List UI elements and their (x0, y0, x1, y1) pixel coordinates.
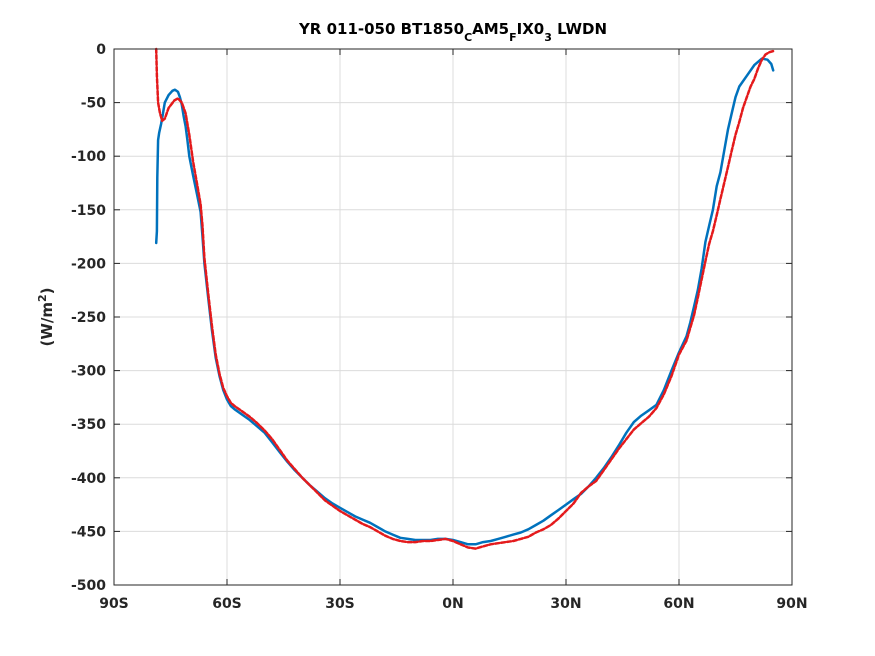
y-tick-label: -150 (71, 203, 106, 219)
y-tick-label: -400 (71, 471, 106, 487)
x-tick-label: 0N (442, 596, 463, 612)
title-part: IX0 (517, 20, 545, 38)
y-tick-label: -300 (71, 364, 106, 380)
title-part: 3 (544, 31, 552, 44)
x-tick-label: 30N (550, 596, 581, 612)
y-tick-label: -250 (71, 310, 106, 326)
tick-label-layer: 90S 60S 30S 0N 30N 60N 90N 0 -50 -100 -150 -200 -250… (71, 42, 808, 612)
y-tick-label: -350 (71, 417, 106, 433)
y-axis-label: (W/m2) (36, 287, 57, 346)
y-tick-label: -50 (81, 96, 107, 112)
title-part: YR 011-050 BT1850 (298, 20, 464, 38)
y-tick-label: -200 (71, 256, 106, 272)
y-axis-label-part: ) (38, 287, 56, 294)
x-tick-label: 60S (212, 596, 242, 612)
title-part: AM5 (472, 20, 509, 38)
series-layer (154, 47, 775, 550)
y-axis-label-part: 2 (36, 294, 49, 302)
series-line-1 (154, 47, 775, 550)
grid-layer (114, 49, 792, 585)
title-part: F (509, 31, 517, 44)
y-tick-label: -100 (71, 149, 106, 165)
x-tick-label: 60N (663, 596, 694, 612)
tick-layer (113, 48, 793, 586)
y-tick-label: -450 (71, 524, 106, 540)
x-tick-label: 90S (99, 596, 129, 612)
x-tick-label: 90N (776, 596, 807, 612)
chart-title: YR 011-050 BT1850CAM5FIX03 LWDN (298, 20, 607, 44)
y-tick-label: -500 (71, 578, 106, 594)
title-part: C (464, 31, 472, 44)
x-tick-label: 30S (325, 596, 355, 612)
title-part: LWDN (552, 20, 607, 38)
y-tick-label: 0 (96, 42, 106, 58)
y-axis-label-part: (W/m (38, 302, 56, 347)
